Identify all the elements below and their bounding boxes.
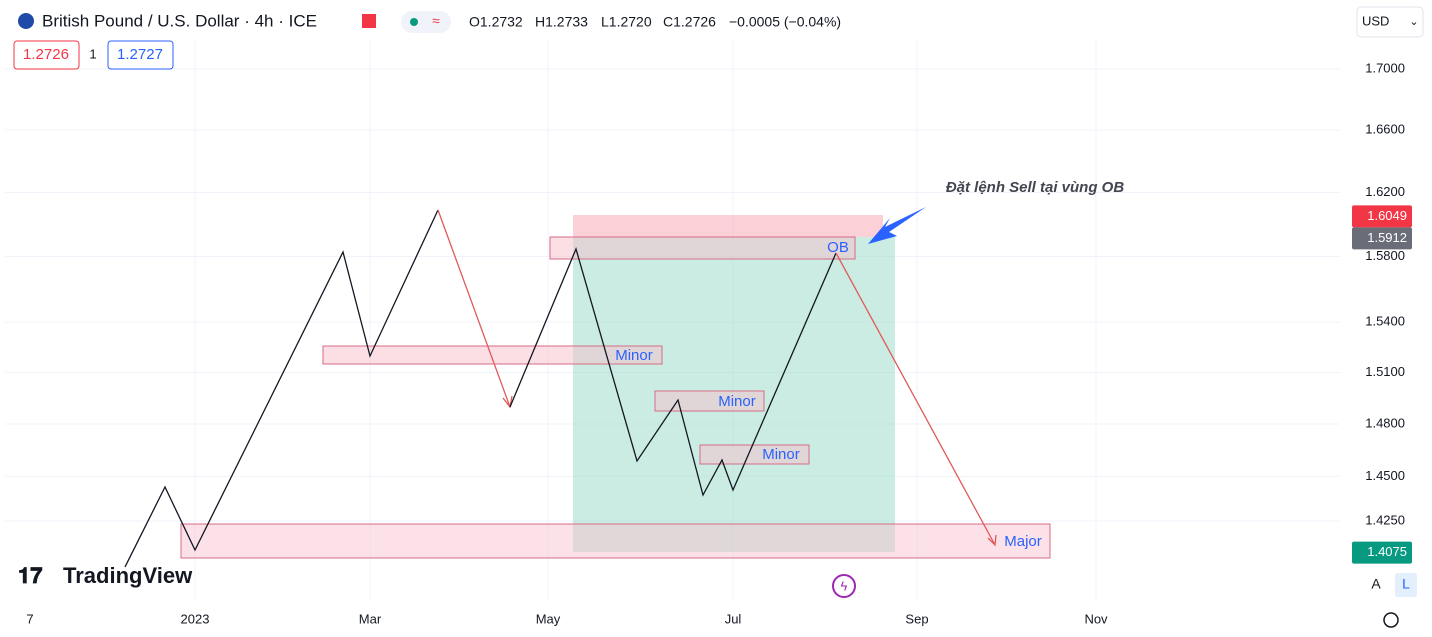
minor-box <box>654 390 765 412</box>
buy-button[interactable] <box>107 40 174 70</box>
event-icon[interactable] <box>832 574 856 598</box>
price-label: 1.6049 <box>1367 208 1407 223</box>
status-pill[interactable] <box>401 11 451 33</box>
dropdown-icon: ⌄ <box>1409 16 1418 28</box>
y-tick-label: 1.4800 <box>1365 415 1405 430</box>
symbol: British Pound / U.S. Dollar · 4h · ICE <box>42 11 317 30</box>
x-tick-label: Mar <box>359 611 382 626</box>
minor-label: Minor <box>762 446 800 463</box>
y-tick-label: 1.7000 <box>1365 60 1405 75</box>
status-icon: ≈ <box>432 13 440 29</box>
ohlc-close: C1.2726 <box>663 14 716 30</box>
ohlc-high: H1.2733 <box>535 14 588 30</box>
swing-arrow <box>437 209 511 408</box>
pointer-arrow <box>868 207 926 244</box>
sell-note: Đặt lệnh Sell tại vùng OB <box>946 179 1125 196</box>
x-tick-label: Nov <box>1084 611 1108 626</box>
swing-line <box>124 209 439 568</box>
arrow-head <box>987 534 997 547</box>
currency[interactable]: USD <box>1362 13 1389 28</box>
flag-icon <box>18 13 34 29</box>
flag-marker <box>362 14 376 28</box>
log-button[interactable]: L <box>1402 576 1410 592</box>
y-tick-label: 1.4250 <box>1365 512 1405 527</box>
y-tick-label: 1.5100 <box>1365 364 1405 379</box>
event-glyph: ϟ <box>841 578 848 593</box>
auto-button[interactable]: A <box>1371 576 1381 592</box>
x-tick-label: 2023 <box>181 611 210 626</box>
logo: TradingView <box>63 563 193 588</box>
spread: 1 <box>89 46 96 61</box>
status-dot <box>410 18 418 26</box>
ohlc-open: O1.2732 <box>469 14 523 30</box>
minor-label: Minor <box>615 347 653 364</box>
price-badge <box>1352 227 1412 250</box>
logo-mark: 𝟏𝟕 <box>18 563 43 588</box>
x-tick-label: Sep <box>905 611 928 626</box>
minor-box <box>322 345 663 365</box>
ob-label: OB <box>827 239 849 256</box>
y-tick-label: 1.6200 <box>1365 184 1405 199</box>
price-badge <box>1352 541 1412 564</box>
sell-price[interactable]: 1.2726 <box>23 46 69 63</box>
swing-arrow <box>835 252 996 546</box>
x-tick-label: May <box>536 611 561 626</box>
y-tick-label: 1.5400 <box>1365 314 1405 329</box>
currency-select[interactable] <box>1356 6 1424 38</box>
log-button-bg <box>1395 573 1417 597</box>
major-label: Major <box>1004 533 1042 550</box>
price-label: 1.4075 <box>1367 544 1407 559</box>
settings-icon[interactable] <box>1383 612 1399 628</box>
swing-line <box>509 247 837 497</box>
ob-box <box>549 236 856 260</box>
y-tick-label: 1.4500 <box>1365 468 1405 483</box>
price-label: 1.5912 <box>1367 230 1407 245</box>
major-box <box>180 523 1051 559</box>
ohlc-low: L1.2720 <box>601 14 652 30</box>
x-tick-label: 7 <box>26 611 33 626</box>
price-badge <box>1352 205 1412 228</box>
ohlc-change: −0.0005 (−0.04%) <box>729 14 841 30</box>
stop-zone <box>573 215 883 237</box>
buy-price[interactable]: 1.2727 <box>117 46 163 63</box>
sell-button[interactable] <box>13 40 80 70</box>
x-tick-label: Jul <box>725 611 742 626</box>
minor-label: Minor <box>718 393 756 410</box>
y-tick-label: 1.6600 <box>1365 121 1405 136</box>
minor-box <box>699 444 810 465</box>
y-tick-label: 1.5800 <box>1365 248 1405 263</box>
